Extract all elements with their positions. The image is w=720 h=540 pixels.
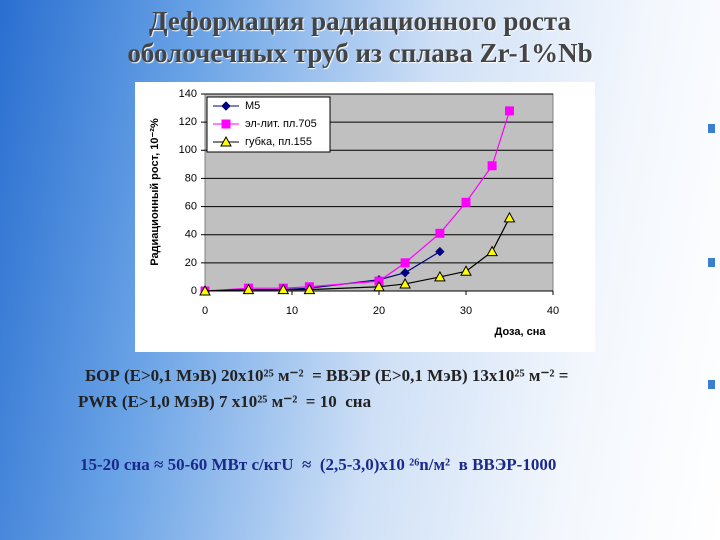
legend-marker [221, 101, 231, 111]
y-tick-label: 20 [185, 257, 197, 269]
y-tick-label: 120 [179, 116, 197, 128]
bullet [708, 258, 715, 267]
marker [435, 246, 445, 257]
x-tick-label: 40 [547, 305, 559, 317]
series-line [204, 110, 511, 292]
x-tick-label: 30 [460, 305, 472, 317]
text-line: БОР (Е>0,1 МэВ) 20х10²⁵ м⁻² = ВВЭР (Е>0,… [85, 366, 569, 385]
marker [400, 268, 410, 278]
marker [400, 258, 410, 268]
x-tick-label: 0 [202, 305, 208, 317]
legend-label: губка, пл.155 [245, 136, 312, 148]
legend-label: эл-лит. пл.705 [245, 118, 317, 130]
y-axis-label: Радиационный рост, 10⁻²% [149, 118, 161, 266]
y-tick-label: 80 [185, 172, 197, 184]
x-tick-label: 10 [286, 305, 298, 317]
bullet [708, 380, 715, 389]
marker [373, 280, 385, 292]
marker [434, 270, 446, 282]
marker [399, 277, 411, 289]
marker [303, 283, 316, 295]
y-tick-label: 40 [185, 229, 197, 241]
marker [242, 283, 255, 295]
legend-marker [220, 135, 232, 147]
title-line: оболочечных труб из сплава Zr-1%Nb [127, 38, 593, 68]
marker [486, 245, 498, 257]
marker [461, 197, 471, 207]
marker [503, 211, 516, 223]
marker [199, 284, 211, 296]
x-tick-label: 20 [373, 305, 385, 317]
title-line: Деформация радиационного роста [148, 6, 572, 36]
marker [505, 106, 514, 116]
x-axis-label: Доза, сна [495, 326, 547, 338]
marker [460, 265, 472, 276]
y-tick-label: 100 [179, 144, 197, 156]
y-tick-label: 60 [185, 200, 197, 212]
y-tick-label: 0 [191, 285, 197, 297]
chart: Доза, сна Радиационный рост, 10⁻²% 0 20 40… [135, 82, 595, 352]
marker [277, 283, 290, 295]
text-line: PWR (Е>1,0 МэВ) 7 х10²⁵ м⁻² = 10 сна [78, 392, 372, 411]
marker [435, 228, 445, 238]
note: 15-20 сна ≈ 50-60 МВт с/кгU ≈ (2,5-3,0)х… [80, 455, 557, 474]
bullet [708, 124, 715, 133]
marker [487, 161, 497, 171]
series-line [204, 217, 511, 292]
legend-label: М5 [245, 100, 260, 112]
legend-marker [221, 119, 231, 129]
y-tick-label: 140 [179, 88, 197, 100]
